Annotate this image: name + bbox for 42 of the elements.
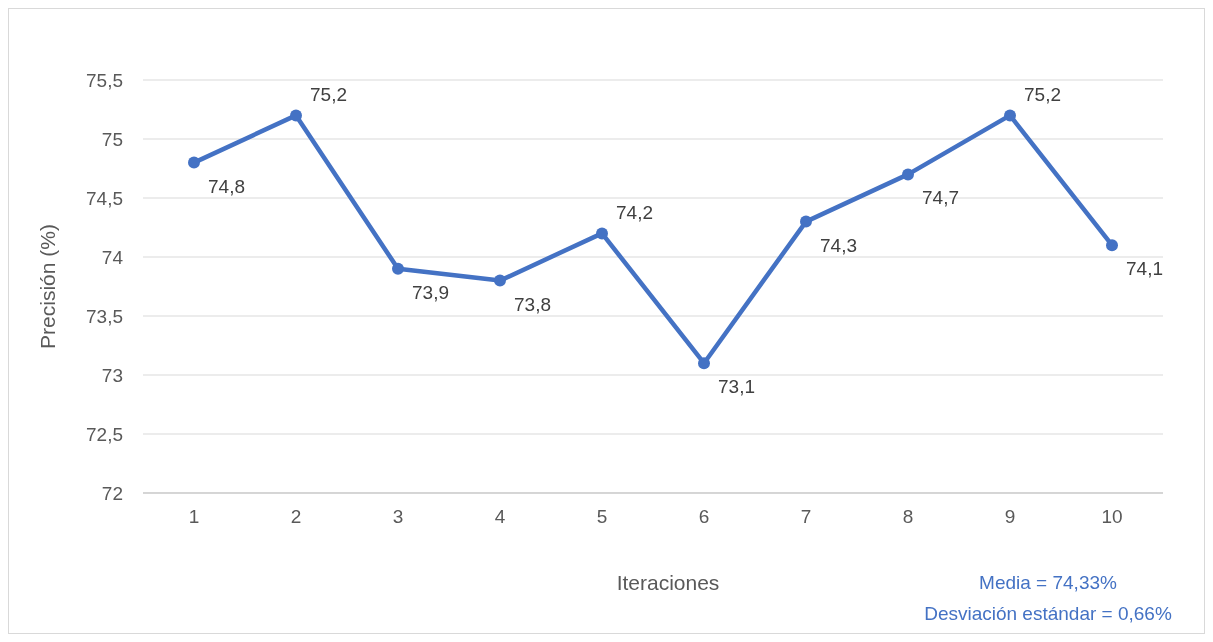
x-tick-label: 5: [596, 506, 608, 527]
x-tick-label: 4: [494, 506, 506, 527]
data-label: 75,2: [1024, 84, 1061, 106]
y-tick-label: 75: [101, 128, 123, 150]
text: Media = 74,33%: [979, 572, 1118, 593]
x-tick-label: 1: [188, 506, 200, 527]
x-axis-title: Iteraciones: [616, 571, 720, 594]
x-tick-label: 3: [392, 506, 404, 527]
x-tick-label: 6: [698, 506, 710, 527]
y-tick-label: 75,5: [86, 69, 123, 91]
data-label: 73,9: [412, 281, 449, 303]
x-tick-label: 2: [290, 506, 302, 527]
text: Desviación estándar = 0,66%: [924, 603, 1172, 624]
data-label: 73,1: [718, 376, 755, 398]
x-tick-label: 9: [1004, 506, 1016, 527]
point: [1004, 109, 1016, 122]
y-tick-label: 72: [101, 482, 123, 504]
x-tick-label: 7: [800, 506, 812, 527]
y-tick-label: 72,5: [86, 423, 123, 445]
point: [902, 168, 914, 181]
point: [290, 109, 302, 122]
y-axis-title: Precisión (%): [36, 224, 59, 349]
point: [494, 274, 506, 287]
data-label: 74,1: [1126, 258, 1163, 280]
y-tick-label: 73: [101, 364, 123, 386]
point: [392, 262, 404, 275]
data-label: 74,2: [616, 202, 653, 224]
data-label: 75,2: [310, 84, 347, 106]
y-tick-label: 74,5: [86, 187, 123, 209]
point: [698, 357, 710, 370]
data-label: 74,7: [922, 187, 959, 209]
data-label: 74,8: [208, 175, 245, 197]
point: [596, 227, 608, 240]
point: [800, 215, 812, 228]
data-label: 74,3: [820, 234, 857, 256]
point: [188, 156, 200, 169]
x-tick-label: 8: [902, 506, 914, 527]
point: [1106, 239, 1118, 252]
data-label: 73,8: [514, 293, 551, 315]
y-tick-label: 74: [101, 246, 124, 268]
x-tick-label: 10: [1101, 506, 1123, 527]
y-tick-label: 73,5: [86, 305, 123, 327]
